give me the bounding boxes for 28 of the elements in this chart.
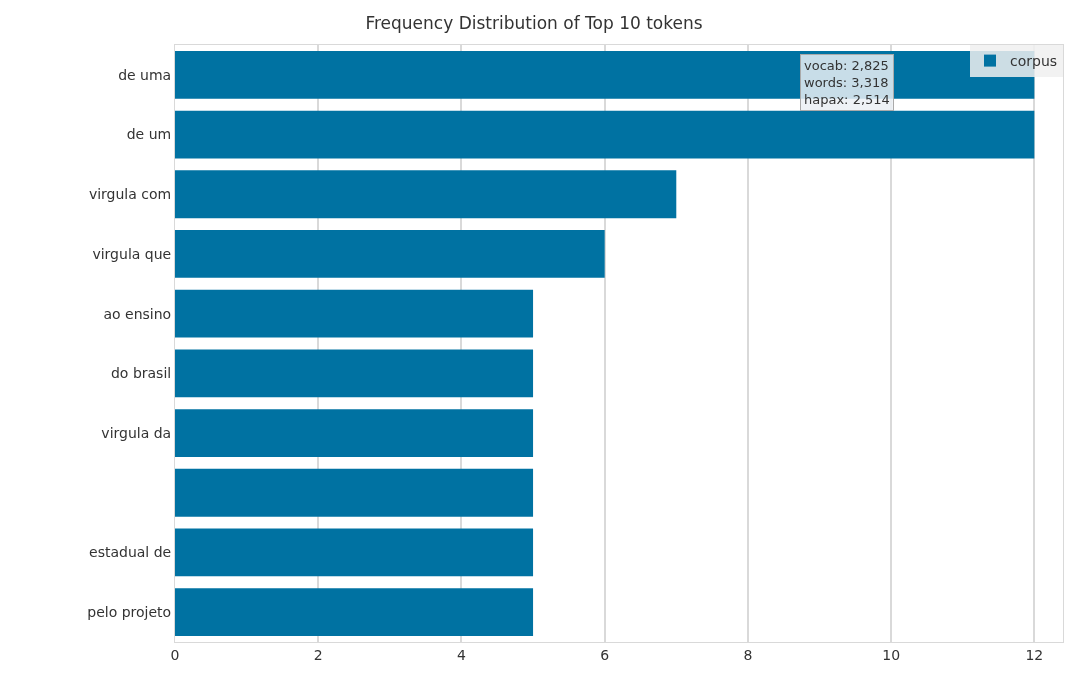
- bar: [175, 170, 677, 219]
- x-tick-label: 0: [170, 646, 180, 663]
- bar: [175, 409, 534, 457]
- bar: [175, 528, 534, 577]
- legend-label: corpus: [1010, 53, 1058, 70]
- bar: [175, 588, 534, 637]
- y-tick-label: virgula da: [101, 424, 172, 441]
- x-tick-label: 8: [743, 646, 753, 663]
- chart-title: Frequency Distribution of Top 10 tokens: [365, 12, 703, 33]
- y-tick-label: virgula com: [88, 186, 172, 203]
- bar: [175, 289, 534, 338]
- y-tick-label: de um: [126, 126, 172, 143]
- bar: [175, 110, 1035, 159]
- x-tick-label: 10: [882, 646, 901, 663]
- y-tick-label: de uma: [118, 66, 172, 83]
- bar: [175, 230, 605, 278]
- y-tick-label: do brasil: [111, 365, 172, 382]
- y-tick-label: estadual de: [89, 544, 172, 561]
- bar: [175, 468, 534, 517]
- x-tick-label: 6: [600, 646, 610, 663]
- x-tick-label: 4: [456, 646, 466, 663]
- bar: [175, 349, 534, 398]
- annotation: vocab: 2,825 words: 3,318 hapax: 2,514: [804, 58, 890, 107]
- x-tick-label: 12: [1025, 646, 1044, 663]
- y-tick-label: virgula que: [92, 245, 172, 262]
- x-tick-label: 2: [313, 646, 323, 663]
- y-tick-label: ao ensino: [103, 305, 172, 322]
- y-tick-label: pelo projeto: [87, 604, 172, 621]
